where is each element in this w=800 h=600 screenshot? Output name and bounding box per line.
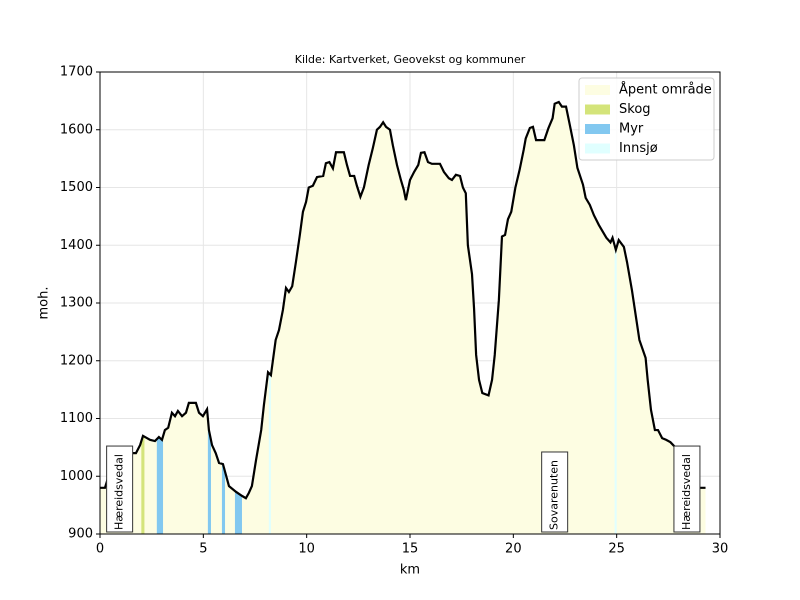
x-tick-label: 10	[298, 542, 315, 557]
y-tick-label: 1200	[60, 353, 93, 368]
profile-line	[100, 100, 706, 500]
x-tick-label: 5	[199, 542, 207, 557]
y-tick-label: 1400	[60, 238, 93, 253]
landcover-strip	[234, 490, 242, 534]
y-axis-label: moh.	[37, 287, 52, 320]
annotation: Sovarenuten	[541, 451, 569, 533]
legend-swatch	[585, 124, 610, 134]
legend-swatch	[585, 104, 610, 115]
legend-box	[578, 77, 715, 161]
area-fill	[100, 102, 706, 534]
legend-swatch	[585, 143, 610, 154]
landcover-strip	[268, 373, 271, 534]
legend-label: Åpent område	[619, 82, 712, 98]
annotation-box	[106, 445, 134, 533]
legend-label: Skog	[619, 102, 651, 117]
legend-swatch	[585, 85, 610, 95]
annotation-label: Hæreidsvedal	[680, 454, 693, 530]
x-tick-label: 0	[96, 542, 104, 557]
annotation-box	[541, 451, 569, 533]
annotation-label: Hæreidsvedal	[113, 454, 126, 530]
x-tick-label: 30	[712, 542, 729, 557]
x-tick-label: 25	[608, 542, 625, 557]
y-tick-label: 1000	[60, 469, 93, 484]
annotation-box	[673, 445, 701, 533]
landcover-strip	[207, 418, 211, 534]
chart-title: Kilde: Kartverket, Geovekst og kommuner	[295, 53, 526, 66]
annotation: Hæreidsvedal	[106, 445, 134, 533]
legend-label: Innsjø	[619, 141, 658, 156]
y-tick-label: 1600	[60, 122, 93, 137]
annotation: Hæreidsvedal	[673, 445, 701, 533]
legend: Åpent område Skog Myr Innsjø	[578, 77, 715, 161]
x-tick-label: 15	[402, 542, 419, 557]
plot-frame	[99, 71, 721, 535]
x-tick-label: 20	[505, 542, 522, 557]
landcover-strip	[614, 245, 617, 534]
landcover-strip	[156, 436, 164, 534]
landcover-strip	[221, 463, 226, 534]
landcover-strip	[141, 435, 145, 534]
x-axis-label: km	[400, 563, 420, 578]
legend-label: Myr	[619, 122, 644, 137]
y-tick-label: 1300	[60, 296, 93, 311]
y-tick-label: 1100	[60, 411, 93, 426]
y-tick-label: 1500	[60, 180, 93, 195]
y-tick-label: 900	[68, 527, 93, 542]
annotation-label: Sovarenuten	[548, 460, 561, 530]
y-tick-label: 1700	[60, 65, 93, 80]
